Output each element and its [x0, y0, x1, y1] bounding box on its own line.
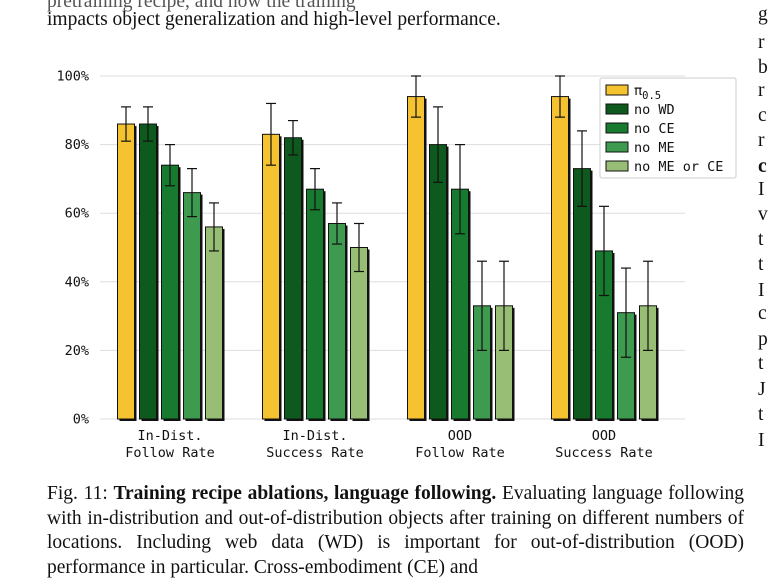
top-text: pretraining recipe, and how the training… — [47, 0, 747, 30]
top-text-line2: impacts object generalization and high-l… — [47, 9, 501, 30]
adjacent-column-letter: b — [758, 57, 768, 78]
legend-swatch — [605, 122, 629, 134]
bar — [205, 226, 223, 420]
bar — [183, 192, 201, 420]
bar — [117, 123, 135, 420]
adjacent-column-letter: t — [758, 254, 764, 275]
adjacent-column-letter: t — [758, 404, 764, 425]
adjacent-column-letter: I — [758, 280, 765, 301]
caption-body: Evaluating language following with in-di… — [47, 483, 744, 578]
bar — [262, 133, 280, 420]
figure-caption: Fig. 11: Training recipe ablations, lang… — [47, 482, 744, 580]
y-tick-label: 80% — [65, 137, 89, 153]
x-tick-label: In-Dist. Success Rate — [266, 428, 364, 461]
legend-label: no ME or CE — [634, 159, 723, 175]
legend-label: no ME — [634, 140, 675, 156]
adjacent-column-letter: I — [758, 179, 765, 200]
y-axis-ticks: 0% 20% 40% 60% 80% 100% — [56, 69, 89, 428]
adjacent-column-letter: g — [758, 4, 768, 25]
legend-swatch — [605, 103, 629, 115]
bar — [407, 96, 425, 420]
bar — [328, 222, 346, 420]
adjacent-column-letter: c — [758, 105, 767, 126]
bar — [139, 123, 157, 420]
y-tick-label: 0% — [73, 412, 89, 428]
adjacent-column-letter: t — [758, 353, 764, 374]
error-bars — [121, 75, 653, 358]
adjacent-column-letter: r — [758, 80, 765, 101]
adjacent-column-letter: c — [758, 303, 767, 324]
legend: π0.5no WD no CE no ME no ME or CE — [599, 77, 737, 179]
bar — [551, 96, 569, 420]
legend-label: no WD — [634, 102, 675, 118]
adjacent-column-letter: c — [758, 156, 767, 177]
bar — [306, 188, 324, 420]
top-text-line1: pretraining recipe, and how the training — [47, 0, 356, 12]
adjacent-column-letter: J — [758, 379, 766, 400]
y-tick-label: 40% — [65, 274, 89, 290]
y-tick-label: 60% — [65, 206, 89, 222]
bar — [284, 137, 302, 420]
y-tick-label: 100% — [56, 69, 89, 85]
bar — [161, 164, 179, 420]
x-tick-label: In-Dist. Follow Rate — [125, 428, 214, 461]
adjacent-column-letter: r — [758, 130, 765, 151]
caption-label: Fig. 11: — [47, 483, 108, 504]
bar — [429, 144, 447, 420]
x-tick-label: OOD Follow Rate — [415, 428, 504, 461]
legend-swatch — [605, 141, 629, 153]
y-tick-label: 20% — [65, 343, 89, 359]
adjacent-column-letter: v — [758, 204, 768, 225]
bar — [350, 247, 368, 420]
x-tick-label: OOD Success Rate — [555, 428, 653, 461]
caption-title: Training recipe ablations, language foll… — [113, 483, 497, 504]
bars — [117, 96, 659, 422]
adjacent-column-letter: t — [758, 229, 764, 250]
legend-label: no CE — [634, 121, 675, 137]
x-axis-ticks: In-Dist. Follow Rate In-Dist. Success Rate O… — [125, 428, 652, 461]
legend-label: π0.5 — [634, 83, 661, 102]
legend-box — [599, 77, 737, 179]
adjacent-column-letter: I — [758, 430, 765, 451]
adjacent-column-letter: r — [758, 32, 765, 53]
legend-swatch — [605, 84, 629, 96]
adjacent-column-letter: p — [758, 329, 768, 350]
legend-swatch — [605, 160, 629, 172]
bar-chart: 0%20%40%60%80%100% In-Dist. Follow RateIn… — [56, 69, 737, 461]
